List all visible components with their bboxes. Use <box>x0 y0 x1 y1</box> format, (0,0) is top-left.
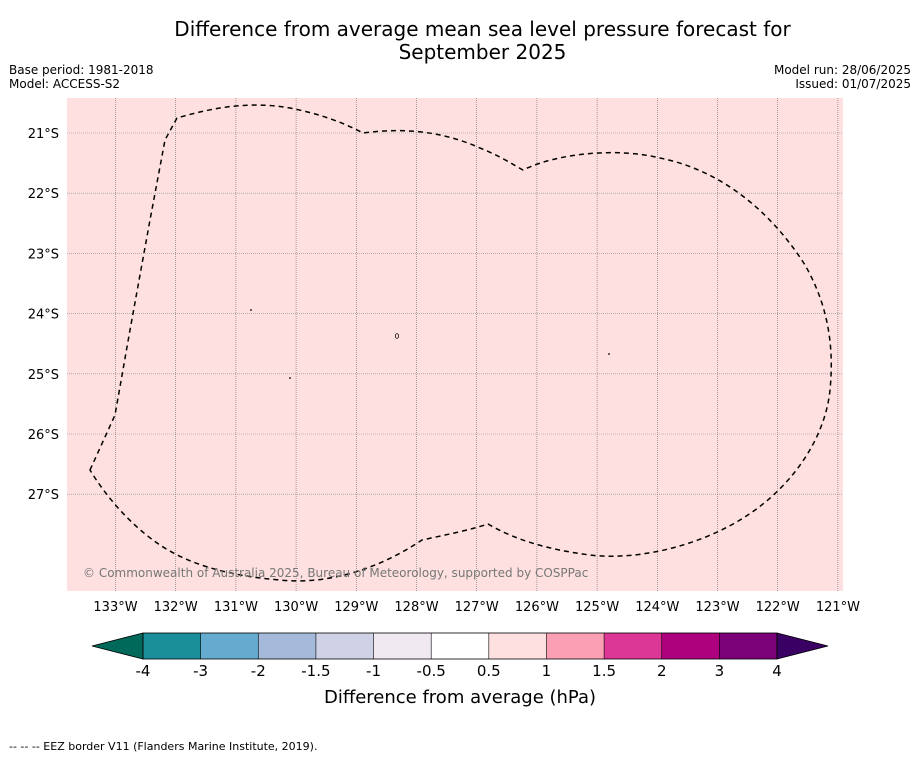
longitude-label: 121°W <box>816 600 860 615</box>
longitude-label: 133°W <box>93 600 137 615</box>
colorbar-tick-label: -1 <box>366 662 381 680</box>
colorbar-bin <box>488 633 547 659</box>
colorbar-bin <box>604 633 663 659</box>
latitude-label: 27°S <box>28 488 59 503</box>
longitude-label: 128°W <box>394 600 438 615</box>
colorbar-over-arrow <box>776 632 829 660</box>
colorbar-bin <box>258 633 317 659</box>
colorbar-tick-label: 2 <box>657 662 667 680</box>
colorbar-bin <box>661 633 720 659</box>
colorbar-tick-label: 1.5 <box>592 662 616 680</box>
issued-date: Issued: 01/07/2025 <box>795 77 911 91</box>
longitude-label: 130°W <box>274 600 318 615</box>
colorbar-under-arrow <box>91 632 144 660</box>
island-marker <box>250 309 252 311</box>
map-area <box>67 98 843 591</box>
longitude-gridlines <box>115 98 839 591</box>
island-marker <box>608 353 610 355</box>
title-line-2: September 2025 <box>398 40 567 64</box>
colorbar-tick-labels: -4 -3 -2 -1.5 -1 -0.5 0.5 1 1.5 2 3 4 <box>136 633 782 680</box>
colorbar-tick-label: 0.5 <box>477 662 501 680</box>
model-run: Model run: 28/06/2025 <box>773 63 911 77</box>
latitude-label: 22°S <box>28 187 59 202</box>
longitude-label: 122°W <box>756 600 800 615</box>
latitude-label: 21°S <box>28 127 59 142</box>
longitude-label: 129°W <box>334 600 378 615</box>
colorbar-bin <box>143 633 201 659</box>
colorbar-bin <box>546 633 605 659</box>
colorbar-tick-label: -1.5 <box>301 662 330 680</box>
colorbar-tick-label: 4 <box>772 662 782 680</box>
colorbar-bin <box>719 633 778 659</box>
colorbar-tick-label: -2 <box>251 662 266 680</box>
latitude-label: 26°S <box>28 428 59 443</box>
longitude-label: 127°W <box>455 600 499 615</box>
eez-footnote: -- -- -- EEZ border V11 (Flanders Marine… <box>9 740 318 753</box>
metadata-right: Model run: 28/06/2025 Issued: 01/07/2025 <box>774 63 911 91</box>
colorbar-bin <box>431 633 490 659</box>
title-line-1: Difference from average mean sea level p… <box>174 17 791 41</box>
colorbar-tick-label: -0.5 <box>417 662 446 680</box>
colorbar-bin <box>315 633 374 659</box>
colorbar-label: Difference from average (hPa) <box>324 687 596 708</box>
colorbar-tick-label: 3 <box>715 662 725 680</box>
longitude-label: 124°W <box>635 600 679 615</box>
colorbar-bins <box>143 633 778 659</box>
colorbar-tick-label: -4 <box>136 662 151 680</box>
colorbar-tick-label: -3 <box>193 662 208 680</box>
longitude-label: 126°W <box>515 600 559 615</box>
copyright-text: © Commonwealth of Australia 2025, Bureau… <box>83 566 588 580</box>
longitude-labels: 133°W 132°W 131°W 130°W 129°W 128°W 127°W 126°W… <box>93 600 860 615</box>
latitude-gridlines <box>67 132 843 495</box>
longitude-label: 123°W <box>695 600 739 615</box>
latitude-label: 24°S <box>28 308 59 323</box>
base-period: Base period: 1981-2018 <box>9 63 154 77</box>
colorbar-bin <box>200 633 259 659</box>
latitude-labels: 21°S 22°S 23°S 24°S 25°S 26°S 27°S <box>28 127 59 503</box>
map-title: Difference from average mean sea level p… <box>120 18 845 64</box>
longitude-label: 131°W <box>214 600 258 615</box>
latitude-label: 25°S <box>28 368 59 383</box>
latitude-label: 23°S <box>28 247 59 262</box>
colorbar-bin <box>373 633 432 659</box>
island-marker <box>394 333 399 339</box>
longitude-label: 132°W <box>154 600 198 615</box>
island-marker <box>289 377 291 379</box>
model-name: Model: ACCESS-S2 <box>9 77 121 91</box>
colorbar-tick-label: 1 <box>542 662 552 680</box>
longitude-label: 125°W <box>575 600 619 615</box>
metadata-left: Base period: 1981-2018 Model: ACCESS-S2 <box>9 63 154 91</box>
eez-border <box>89 104 833 582</box>
